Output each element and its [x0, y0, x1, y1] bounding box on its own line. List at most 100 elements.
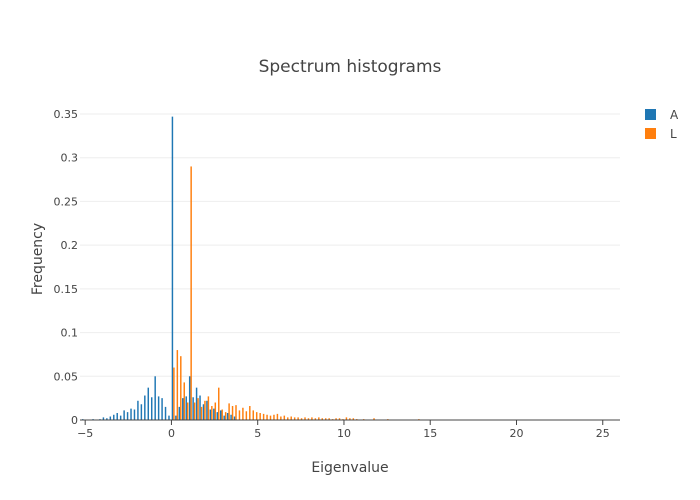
bar-l[interactable] — [214, 402, 217, 420]
bar-a[interactable] — [109, 416, 112, 420]
bar-l[interactable] — [218, 387, 220, 420]
bar-l[interactable] — [173, 367, 175, 420]
bar-l[interactable] — [345, 417, 348, 420]
bar-l[interactable] — [293, 417, 296, 420]
bar-l[interactable] — [200, 406, 203, 420]
bar-l[interactable] — [252, 410, 254, 420]
bar-a[interactable] — [140, 404, 143, 420]
bar-l[interactable] — [249, 406, 251, 420]
bar-a[interactable] — [130, 408, 132, 420]
bar-l[interactable] — [280, 416, 282, 420]
x-tick-label: 10 — [337, 427, 351, 440]
bar-l[interactable] — [314, 418, 317, 420]
bar-l[interactable] — [186, 402, 189, 420]
bar-a[interactable] — [195, 387, 198, 420]
bar-l[interactable] — [287, 417, 289, 420]
bar-a[interactable] — [116, 413, 118, 420]
y-tick-label: 0.3 — [61, 152, 79, 165]
bar-a[interactable] — [164, 406, 167, 420]
legend-item-a[interactable]: A — [645, 108, 679, 122]
bar-a[interactable] — [126, 412, 129, 420]
bar-a[interactable] — [133, 409, 136, 420]
bar-l[interactable] — [221, 409, 223, 420]
bar-a[interactable] — [161, 398, 163, 420]
bar-a[interactable] — [175, 415, 177, 420]
bar-l[interactable] — [235, 405, 237, 420]
bar-l[interactable] — [373, 418, 375, 420]
bar-l[interactable] — [183, 382, 185, 420]
bar-l[interactable] — [311, 417, 313, 420]
bar-a[interactable] — [209, 409, 212, 420]
bar-l[interactable] — [276, 413, 279, 420]
bar-l[interactable] — [190, 166, 192, 420]
y-tick-label: 0.25 — [54, 195, 79, 208]
bar-l[interactable] — [324, 418, 327, 420]
bar-a[interactable] — [168, 415, 170, 420]
bar-l[interactable] — [352, 418, 355, 420]
bar-a[interactable] — [216, 412, 219, 420]
bar-l[interactable] — [211, 406, 213, 420]
bar-l[interactable] — [262, 413, 265, 420]
bar-l[interactable] — [228, 403, 230, 420]
bar-l[interactable] — [231, 406, 234, 420]
bar-l[interactable] — [307, 418, 310, 420]
bar-l[interactable] — [242, 407, 244, 420]
bar-l[interactable] — [321, 418, 323, 420]
bar-l[interactable] — [338, 418, 341, 420]
bar-a[interactable] — [223, 415, 225, 420]
bar-a[interactable] — [137, 400, 139, 420]
bar-l[interactable] — [349, 418, 351, 420]
bar-l[interactable] — [269, 415, 272, 420]
bar-a[interactable] — [106, 418, 108, 420]
bar-a[interactable] — [157, 396, 160, 420]
bar-l[interactable] — [283, 415, 286, 420]
bar-l[interactable] — [273, 414, 275, 420]
bar-l[interactable] — [204, 400, 206, 420]
bar-l[interactable] — [193, 402, 196, 420]
bar-a[interactable] — [119, 415, 122, 420]
bar-l[interactable] — [224, 412, 227, 420]
bar-a[interactable] — [199, 395, 201, 420]
legend-item-l[interactable]: L — [645, 127, 677, 141]
bar-a[interactable] — [147, 387, 150, 420]
bar-a[interactable] — [102, 417, 105, 420]
bar-a[interactable] — [192, 397, 194, 420]
bar-a[interactable] — [185, 396, 187, 420]
bar-a[interactable] — [150, 397, 153, 420]
bar-l[interactable] — [197, 398, 199, 420]
bar-a[interactable] — [178, 406, 181, 420]
bar-a[interactable] — [213, 408, 215, 420]
bar-l[interactable] — [176, 350, 179, 420]
bar-l[interactable] — [266, 414, 268, 420]
legend[interactable]: A L — [645, 108, 679, 141]
bar-a[interactable] — [202, 404, 205, 420]
bar-l[interactable] — [207, 396, 210, 420]
bar-a[interactable] — [182, 398, 184, 420]
bar-l[interactable] — [328, 418, 330, 420]
bar-a[interactable] — [206, 400, 208, 420]
bar-a[interactable] — [220, 410, 222, 420]
bar-a[interactable] — [113, 414, 115, 420]
x-tick-label: 5 — [254, 427, 261, 440]
bar-l[interactable] — [318, 417, 320, 420]
bar-a[interactable] — [154, 376, 156, 420]
y-tick-label: 0.1 — [61, 327, 79, 340]
bar-a[interactable] — [123, 410, 125, 420]
bar-l[interactable] — [255, 412, 258, 420]
bar-a[interactable] — [171, 116, 174, 420]
bar-l[interactable] — [297, 417, 299, 420]
bar-l[interactable] — [245, 411, 248, 420]
bar-l[interactable] — [304, 417, 306, 420]
bar-a[interactable] — [226, 413, 229, 420]
bar-a[interactable] — [144, 395, 146, 420]
bar-l[interactable] — [238, 410, 241, 420]
bar-l[interactable] — [335, 418, 337, 420]
bar-a[interactable] — [233, 416, 236, 420]
bar-a[interactable] — [188, 376, 191, 420]
bar-l[interactable] — [290, 416, 292, 420]
y-tick-label: 0 — [71, 414, 78, 427]
bar-l[interactable] — [180, 356, 182, 420]
bar-a[interactable] — [230, 414, 232, 420]
bar-l[interactable] — [300, 418, 303, 420]
bar-l[interactable] — [259, 413, 261, 420]
